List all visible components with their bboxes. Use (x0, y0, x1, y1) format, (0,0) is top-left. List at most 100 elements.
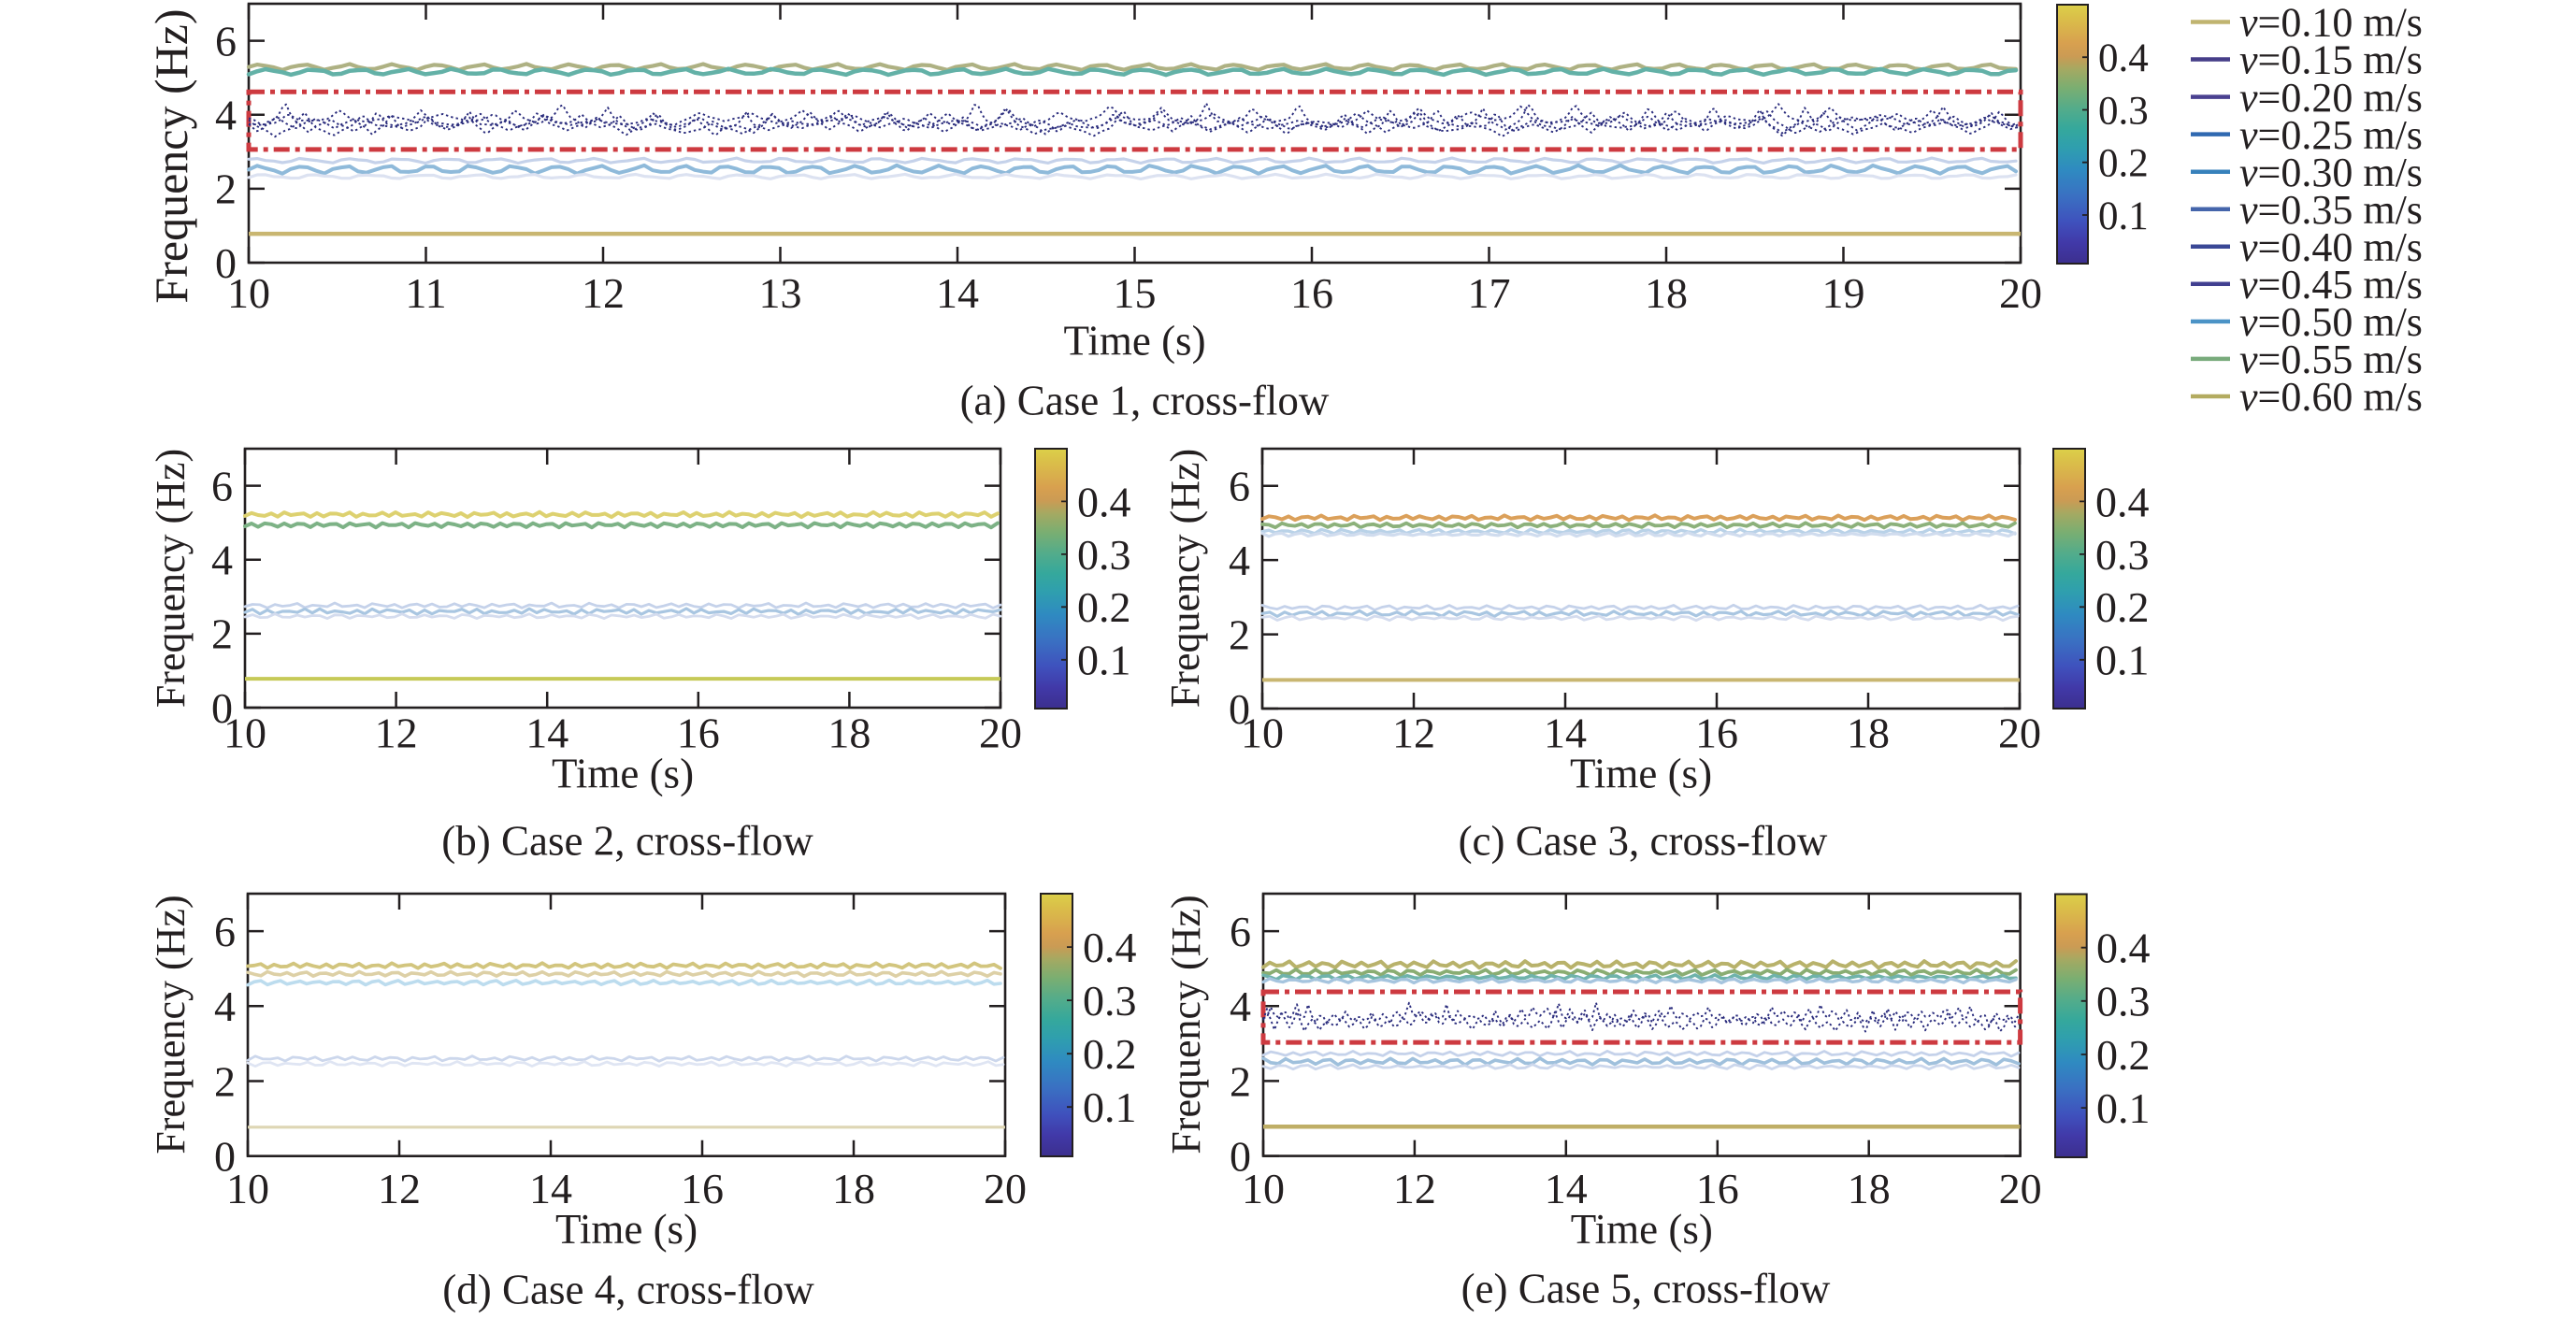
svg-text:10: 10 (223, 709, 266, 756)
svg-text:0.3: 0.3 (1077, 531, 1131, 579)
svg-text:12: 12 (1393, 1165, 1436, 1212)
svg-text:Time (s): Time (s) (1570, 751, 1712, 797)
svg-text:18: 18 (1847, 709, 1890, 756)
svg-text:0.4: 0.4 (2096, 925, 2151, 972)
svg-text:19: 19 (1822, 269, 1865, 317)
svg-text:4: 4 (214, 982, 236, 1030)
svg-text:0.1: 0.1 (2098, 194, 2149, 238)
svg-text:18: 18 (832, 1165, 875, 1212)
svg-text:6: 6 (211, 462, 233, 509)
svg-text:v=0.15 m/s: v=0.15 m/s (2239, 37, 2423, 83)
svg-text:12: 12 (375, 709, 418, 756)
svg-text:10: 10 (227, 269, 270, 317)
svg-text:0.2: 0.2 (2095, 583, 2150, 631)
svg-text:20: 20 (979, 709, 1022, 756)
svg-text:6: 6 (214, 908, 236, 955)
svg-text:15: 15 (1114, 269, 1157, 317)
svg-text:0.2: 0.2 (1077, 583, 1131, 631)
svg-text:Frequency (Hz): Frequency (Hz) (1163, 895, 1209, 1154)
svg-text:Frequency (Hz): Frequency (Hz) (148, 895, 194, 1154)
svg-text:0: 0 (1229, 685, 1250, 733)
svg-text:0: 0 (215, 239, 237, 287)
svg-text:18: 18 (1645, 269, 1688, 317)
svg-text:Frequency (Hz): Frequency (Hz) (145, 8, 197, 303)
svg-text:0.2: 0.2 (1083, 1030, 1137, 1078)
svg-text:0.4: 0.4 (1077, 478, 1131, 525)
svg-text:4: 4 (1230, 982, 1251, 1030)
svg-text:0: 0 (211, 684, 233, 732)
svg-text:0.4: 0.4 (1083, 924, 1137, 971)
svg-text:0.3: 0.3 (2096, 978, 2151, 1025)
svg-text:v=0.30 m/s: v=0.30 m/s (2239, 150, 2423, 195)
svg-text:20: 20 (984, 1165, 1027, 1212)
svg-text:16: 16 (681, 1165, 724, 1212)
svg-text:6: 6 (215, 17, 237, 65)
svg-text:10: 10 (226, 1165, 269, 1212)
svg-text:Time (s): Time (s) (552, 751, 694, 797)
svg-text:0.2: 0.2 (2098, 142, 2149, 186)
svg-text:(b) Case 2, cross-flow: (b) Case 2, cross-flow (441, 818, 813, 865)
svg-text:v=0.20 m/s: v=0.20 m/s (2239, 75, 2423, 121)
svg-text:0.3: 0.3 (2095, 531, 2150, 579)
svg-text:4: 4 (215, 92, 237, 139)
svg-text:11: 11 (405, 269, 446, 317)
svg-text:0: 0 (214, 1133, 236, 1181)
svg-text:(c) Case 3, cross-flow: (c) Case 3, cross-flow (1459, 818, 1828, 865)
svg-text:0.2: 0.2 (2096, 1031, 2151, 1079)
svg-text:0.3: 0.3 (1083, 977, 1137, 1025)
svg-text:17: 17 (1468, 269, 1511, 317)
svg-text:16: 16 (1695, 709, 1738, 756)
svg-text:0.1: 0.1 (1077, 637, 1131, 684)
svg-text:0.4: 0.4 (2098, 36, 2149, 80)
svg-text:0: 0 (1230, 1133, 1251, 1181)
svg-text:14: 14 (525, 709, 568, 756)
svg-text:2: 2 (215, 165, 237, 213)
svg-text:14: 14 (1544, 709, 1587, 756)
svg-text:2: 2 (211, 610, 233, 658)
svg-text:10: 10 (1242, 1165, 1285, 1212)
svg-text:16: 16 (1696, 1165, 1739, 1212)
svg-text:16: 16 (677, 709, 720, 756)
svg-text:v=0.10 m/s: v=0.10 m/s (2239, 0, 2423, 46)
svg-text:13: 13 (759, 269, 802, 317)
svg-text:(d) Case 4, cross-flow: (d) Case 4, cross-flow (442, 1267, 814, 1313)
svg-text:20: 20 (1998, 709, 2041, 756)
svg-text:10: 10 (1241, 709, 1284, 756)
svg-text:(a) Case 1, cross-flow: (a) Case 1, cross-flow (960, 378, 1330, 424)
svg-text:v=0.45 m/s: v=0.45 m/s (2239, 262, 2423, 308)
svg-text:0.3: 0.3 (2098, 89, 2149, 133)
svg-text:0.1: 0.1 (1083, 1083, 1137, 1131)
svg-text:0.1: 0.1 (2096, 1084, 2151, 1132)
svg-text:20: 20 (1999, 1165, 2042, 1212)
svg-text:v=0.25 m/s: v=0.25 m/s (2239, 112, 2423, 158)
svg-text:18: 18 (1848, 1165, 1891, 1212)
svg-text:16: 16 (1290, 269, 1333, 317)
svg-text:14: 14 (936, 269, 979, 317)
svg-text:v=0.55 m/s: v=0.55 m/s (2239, 337, 2423, 382)
svg-text:v=0.35 m/s: v=0.35 m/s (2239, 187, 2423, 233)
svg-text:4: 4 (211, 537, 233, 584)
svg-text:2: 2 (1229, 610, 1250, 658)
svg-text:12: 12 (378, 1165, 421, 1212)
svg-text:14: 14 (529, 1165, 572, 1212)
svg-text:14: 14 (1545, 1165, 1588, 1212)
svg-text:12: 12 (582, 269, 625, 317)
svg-text:0.4: 0.4 (2095, 478, 2150, 525)
svg-text:4: 4 (1229, 537, 1250, 584)
svg-text:v=0.40 m/s: v=0.40 m/s (2239, 224, 2423, 270)
svg-text:18: 18 (827, 709, 871, 756)
svg-text:2: 2 (214, 1057, 236, 1105)
svg-text:Time (s): Time (s) (555, 1206, 698, 1253)
svg-text:2: 2 (1230, 1057, 1251, 1105)
svg-text:0.1: 0.1 (2095, 637, 2150, 684)
svg-text:v=0.50 m/s: v=0.50 m/s (2239, 299, 2423, 345)
svg-text:12: 12 (1392, 709, 1435, 756)
svg-text:6: 6 (1229, 463, 1250, 510)
svg-text:Time (s): Time (s) (1571, 1206, 1713, 1253)
svg-text:v=0.60 m/s: v=0.60 m/s (2239, 374, 2423, 420)
svg-text:Time (s): Time (s) (1063, 318, 1205, 365)
svg-text:20: 20 (1999, 269, 2042, 317)
svg-text:Frequency (Hz): Frequency (Hz) (1162, 449, 1208, 708)
svg-text:(e) Case 5, cross-flow: (e) Case 5, cross-flow (1461, 1266, 1831, 1312)
svg-text:6: 6 (1230, 908, 1251, 955)
